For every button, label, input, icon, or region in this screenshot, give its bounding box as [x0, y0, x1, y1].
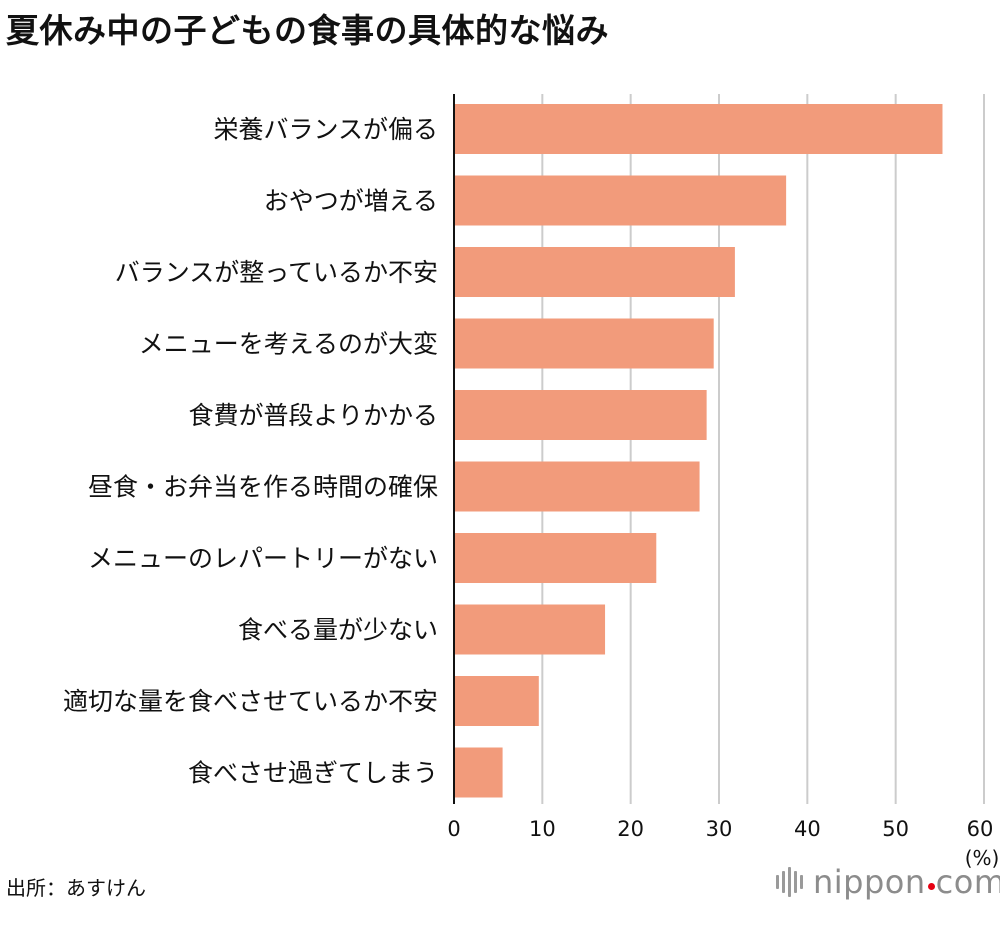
- x-tick-label-60: 60: [967, 817, 994, 841]
- chart-title: 夏休み中の子どもの食事の具体的な悩み: [6, 11, 609, 50]
- x-tick-labels: 0 10 20 30 40 50 60: [447, 817, 993, 841]
- x-tick-label-10: 10: [529, 817, 556, 841]
- bar-5: [454, 461, 700, 512]
- logo-brand: nippon: [813, 863, 926, 901]
- bar-4: [454, 390, 707, 440]
- category-label-1: おやつが増える: [264, 187, 438, 216]
- x-tick-label-40: 40: [794, 817, 821, 841]
- x-tick-label-0: 0: [447, 817, 460, 841]
- category-label-3: メニューを考えるのが大変: [139, 330, 438, 359]
- x-tick-label-20: 20: [617, 817, 644, 841]
- bars: [454, 104, 943, 798]
- category-label-6: メニューのレパートリーがない: [88, 544, 438, 573]
- bar-8: [454, 676, 539, 726]
- bar-1: [454, 175, 787, 226]
- logo-tld: com: [935, 863, 1000, 901]
- bar-9: [454, 747, 503, 798]
- logo-text: nippon com: [813, 863, 1000, 901]
- category-label-9: 食べさせ過ぎてしまう: [188, 759, 438, 788]
- unit-label: (%): [965, 846, 1000, 870]
- x-tick-label-50: 50: [882, 817, 909, 841]
- category-label-8: 適切な量を食べさせているか不安: [63, 687, 438, 716]
- x-tick-label-30: 30: [706, 817, 733, 841]
- category-label-7: 食べる量が少ない: [238, 616, 438, 645]
- bar-7: [454, 604, 606, 655]
- source-note: 出所：あすけん: [6, 876, 146, 900]
- category-label-2: バランスが整っているか不安: [115, 258, 438, 287]
- bar-2: [454, 247, 735, 297]
- category-label-5: 昼食・お弁当を作る時間の確保: [88, 473, 438, 502]
- bar-0: [454, 104, 943, 154]
- category-labels: 栄養バランスが偏るおやつが増えるバランスが整っているか不安メニューを考えるのが大…: [63, 115, 438, 788]
- logo-dot-icon: [927, 883, 935, 890]
- category-label-0: 栄養バランスが偏る: [213, 115, 438, 144]
- bar-6: [454, 533, 657, 583]
- nippon-logo: nippon com: [776, 860, 1000, 904]
- category-label-4: 食費が普段よりかかる: [188, 401, 438, 430]
- logo-mark-icon: [776, 867, 803, 897]
- bar-3: [454, 318, 714, 369]
